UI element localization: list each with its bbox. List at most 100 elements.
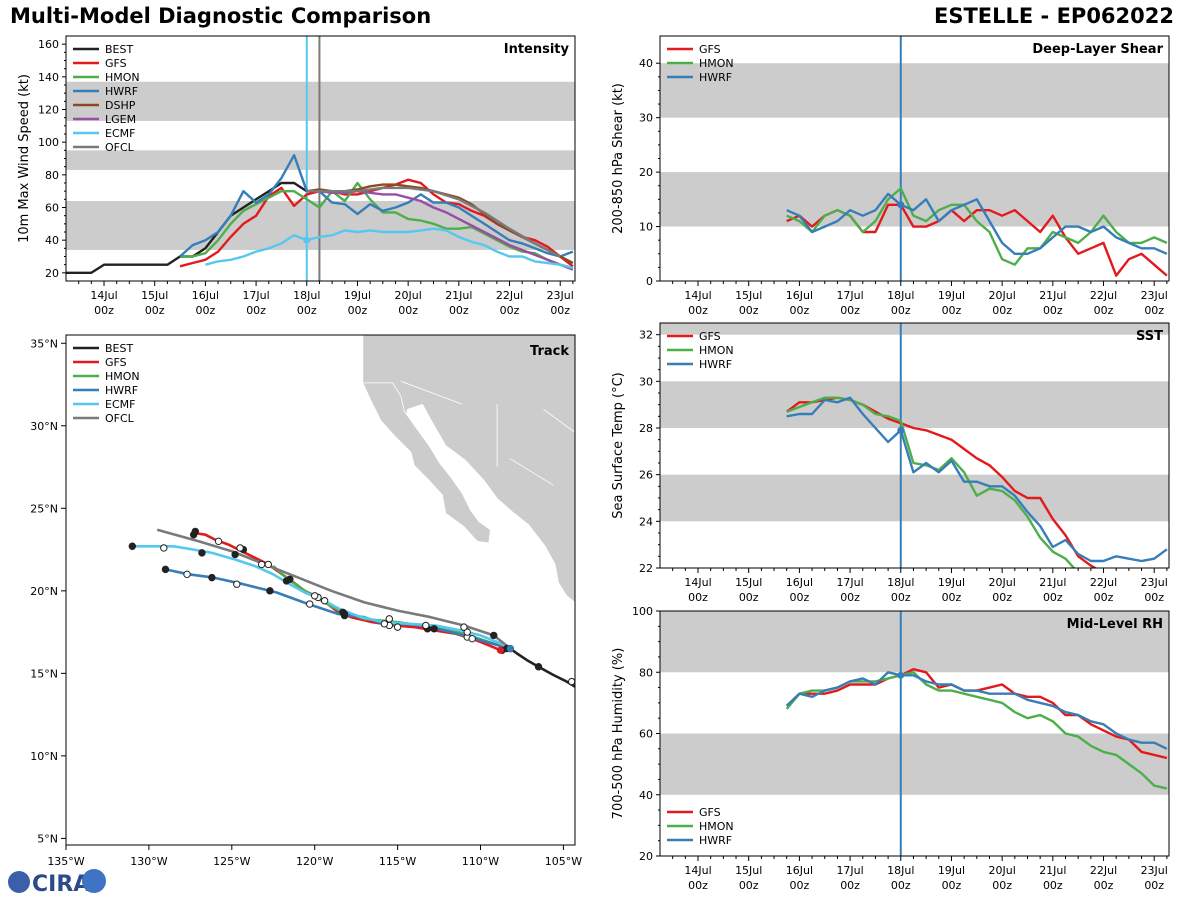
track-marker-ecmf (128, 542, 137, 550)
sst-xtick-day: 23Jul (1141, 576, 1168, 589)
rh-xtick-day: 15Jul (735, 864, 762, 877)
sst-band (660, 474, 1169, 522)
intensity-series-ecmf (205, 227, 574, 270)
track-marker-hwrf (233, 580, 241, 588)
intensity-xtick-hour: 00z (550, 304, 570, 317)
intensity-ytick-label: 140 (38, 71, 59, 84)
track-marker-gfs-init (496, 646, 504, 654)
track-marker-ofcl (189, 531, 198, 539)
shear-ytick-label: 40 (639, 57, 653, 70)
sst-ytick-label: 24 (639, 515, 653, 528)
intensity-init-marker (303, 236, 311, 244)
track-marker-gfs (214, 537, 223, 546)
rh-xtick-day: 14Jul (684, 864, 711, 877)
intensity-legend-label-hmon: HMON (105, 71, 140, 84)
rh-xtick-hour: 00z (891, 879, 911, 892)
shear-band (660, 63, 1169, 118)
storm-identifier: ESTELLE - EP062022 (934, 4, 1174, 28)
intensity-series-ofcl (306, 186, 561, 258)
track-marker-ofcl (236, 544, 244, 552)
shear-xtick-day: 16Jul (786, 289, 813, 302)
track-legend-label-hwrf: HWRF (105, 384, 138, 397)
sst-xtick-day: 18Jul (887, 576, 914, 589)
track-marker-ecmf (380, 620, 389, 628)
shear-xtick-hour: 00z (739, 304, 759, 317)
track-marker-hwrf (266, 587, 274, 595)
rh-xtick-day: 19Jul (938, 864, 965, 877)
shear-panel: 0 10 20 30 40 14Jul 00z 15Jul 00z 16Jul 00z 17Jul 00… (611, 35, 1170, 317)
shear-xtick-day: 22Jul (1090, 289, 1117, 302)
track-title: Track (530, 344, 569, 359)
intensity-ytick-label: 100 (38, 136, 59, 149)
logo-text: CIRA (32, 872, 90, 896)
rh-xtick-day: 21Jul (1039, 864, 1066, 877)
rh-legend-label-hmon: HMON (699, 820, 734, 833)
intensity-legend-label-dshp: DSHP (105, 99, 136, 112)
sst-ylabel: Sea Surface Temp (°C) (611, 372, 626, 519)
rh-plot-area (660, 611, 1169, 856)
shear-xtick-hour: 00z (1144, 304, 1164, 317)
track-xtick-label: 110°W (462, 855, 499, 868)
shear-xtick-hour: 00z (840, 304, 860, 317)
shear-xtick-day: 18Jul (887, 289, 914, 302)
track-marker-ofcl (460, 623, 468, 631)
shear-xtick-hour: 00z (891, 304, 911, 317)
shear-band (660, 172, 1169, 227)
track-marker-best (534, 663, 543, 671)
track-marker-ofcl (320, 597, 329, 605)
shear-xtick-hour: 00z (1094, 304, 1114, 317)
shear-xtick-hour: 00z (1043, 304, 1063, 317)
sst-xtick-hour: 00z (1144, 591, 1164, 604)
sst-ytick-label: 22 (639, 562, 653, 575)
rh-xtick-day: 20Jul (989, 864, 1016, 877)
shear-ytick-label: 0 (646, 275, 653, 288)
track-xtick-label: 125°W (213, 855, 250, 868)
intensity-legend-label-gfs: GFS (105, 57, 127, 70)
sst-xtick-day: 14Jul (684, 576, 711, 589)
sst-xtick-day: 16Jul (786, 576, 813, 589)
intensity-ytick-label: 160 (38, 38, 59, 51)
shear-ytick-label: 20 (639, 166, 653, 179)
sst-series-hmon (786, 396, 1076, 568)
sst-xtick-day: 20Jul (989, 576, 1016, 589)
rh-xtick-hour: 00z (992, 879, 1012, 892)
track-panel: 135°W 130°W 125°W 120°W 115°W 110°W 105°W 5°N 10… (30, 334, 582, 868)
sst-ytick-label: 30 (639, 375, 653, 388)
shear-series-hwrf (786, 192, 1168, 256)
track-legend-label-gfs: GFS (105, 356, 127, 369)
track-marker-ecmf (310, 592, 319, 600)
sst-xtick-hour: 00z (840, 591, 860, 604)
sst-title: SST (1136, 329, 1163, 344)
rh-xtick-hour: 00z (1043, 879, 1063, 892)
intensity-legend-label-hwrf: HWRF (105, 85, 138, 98)
track-line-ofcl (156, 528, 512, 650)
track-marker-ecmf (422, 621, 430, 630)
intensity-ytick-label: 120 (38, 104, 59, 117)
sst-ytick-label: 32 (639, 329, 653, 342)
sst-xtick-day: 22Jul (1090, 576, 1117, 589)
track-marker-ecmf (198, 549, 206, 557)
shear-legend-label-gfs: GFS (699, 43, 721, 56)
track-ytick-label: 25°N (30, 502, 58, 515)
sst-xtick-hour: 00z (942, 591, 962, 604)
rh-ytick-label: 80 (639, 666, 653, 679)
intensity-xtick-day: 14Jul (90, 289, 117, 302)
sst-legend-label-hmon: HMON (699, 344, 734, 357)
track-marker-hwrf (468, 634, 476, 643)
logo-globe-right (82, 869, 106, 893)
intensity-ylabel: 10m Max Wind Speed (kt) (17, 74, 32, 243)
shear-xtick-hour: 00z (688, 304, 708, 317)
rh-ytick-label: 20 (639, 850, 653, 863)
rh-series-hwrf (785, 671, 1168, 750)
sst-xtick-hour: 00z (1043, 591, 1063, 604)
shear-legend-label-hmon: HMON (699, 57, 734, 70)
sst-xtick-day: 19Jul (938, 576, 965, 589)
intensity-xtick-hour: 00z (196, 304, 216, 317)
track-ytick-label: 10°N (30, 750, 58, 763)
rh-ytick-label: 60 (639, 728, 653, 741)
intensity-band (66, 200, 575, 250)
intensity-ytick-label: 20 (45, 267, 59, 280)
sst-ytick-label: 28 (639, 422, 653, 435)
rh-band (660, 611, 1169, 673)
track-marker-ecmf (463, 628, 471, 636)
